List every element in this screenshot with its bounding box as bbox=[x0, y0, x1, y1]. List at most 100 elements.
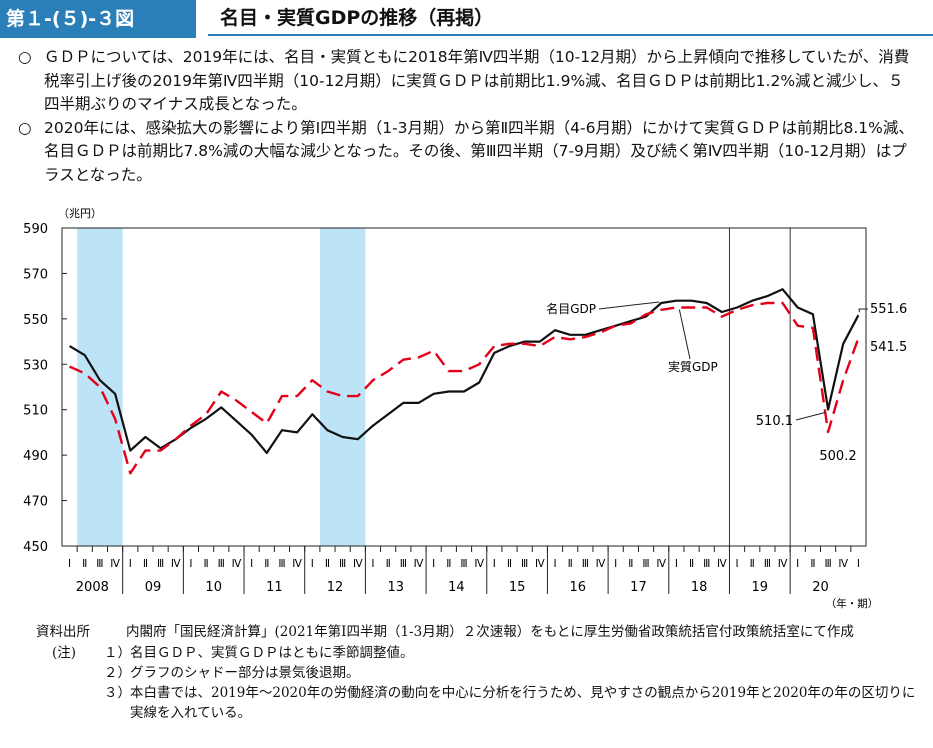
x-quarter-label: Ⅲ bbox=[96, 558, 103, 570]
x-quarter-label: Ⅳ bbox=[656, 558, 666, 570]
x-year-label: 19 bbox=[752, 580, 769, 595]
x-quarter-label: Ⅲ bbox=[703, 558, 710, 570]
note-text: グラフのシャドー部分は景気後退期。 bbox=[130, 665, 360, 681]
x-quarter-label: Ⅲ bbox=[824, 558, 831, 570]
x-year-label: 2008 bbox=[76, 580, 109, 595]
x-quarter-label: Ⅰ bbox=[553, 558, 556, 570]
series-label-real: 実質GDP bbox=[668, 359, 718, 374]
x-quarter-label: Ⅳ bbox=[838, 558, 848, 570]
value-label-real-end: 541.5 bbox=[870, 340, 907, 355]
x-quarter-label: Ⅳ bbox=[717, 558, 727, 570]
y-tick-label: 530 bbox=[23, 358, 48, 373]
x-quarter-label: Ⅳ bbox=[110, 558, 120, 570]
x-quarter-label: Ⅲ bbox=[218, 558, 225, 570]
x-quarter-label: Ⅰ bbox=[311, 558, 314, 570]
x-quarter-label: Ⅲ bbox=[642, 558, 649, 570]
x-quarter-label: Ⅱ bbox=[750, 558, 755, 570]
summary-bullets: ○ ＧＤＰについては、2019年には、名目・実質ともに2018年第Ⅳ四半期（10… bbox=[18, 46, 918, 187]
x-quarter-label: Ⅰ bbox=[68, 558, 71, 570]
x-year-label: 12 bbox=[327, 580, 344, 595]
notes-row: (注) １） 名目ＧＤＰ、実質ＧＤＰはともに季節調整値。 ２） グラフのシャドー… bbox=[36, 643, 926, 723]
series-label-leader bbox=[598, 301, 660, 310]
figure-title: 名目・実質GDPの推移（再掲） bbox=[208, 0, 933, 36]
note-item: ３） 本白書では、2019年～2020年の労働経済の動向を中心に分析を行うため、… bbox=[104, 683, 926, 723]
x-year-label: 16 bbox=[570, 580, 587, 595]
x-quarter-label: Ⅰ bbox=[736, 558, 739, 570]
note-number: １） bbox=[104, 645, 131, 661]
x-quarter-label: Ⅰ bbox=[432, 558, 435, 570]
x-quarter-label: Ⅰ bbox=[796, 558, 799, 570]
x-quarter-label: Ⅱ bbox=[386, 558, 391, 570]
x-quarter-label: Ⅲ bbox=[157, 558, 164, 570]
notes-label: (注) bbox=[52, 645, 77, 661]
x-quarter-label: Ⅳ bbox=[232, 558, 242, 570]
x-quarter-label: Ⅳ bbox=[596, 558, 606, 570]
x-year-label: 20 bbox=[812, 580, 829, 595]
bullet-text: ＧＤＰについては、2019年には、名目・実質ともに2018年第Ⅳ四半期（10-1… bbox=[44, 48, 910, 113]
series-label-nominal: 名目GDP bbox=[546, 301, 596, 316]
figure-header: 第１-(５)-３図 名目・実質GDPの推移（再掲） bbox=[0, 0, 933, 38]
x-quarter-label: Ⅱ bbox=[689, 558, 694, 570]
x-axis-unit-label: （年・期） bbox=[826, 597, 879, 610]
x-quarter-label: Ⅰ bbox=[675, 558, 678, 570]
x-quarter-label: Ⅲ bbox=[400, 558, 407, 570]
x-quarter-label: Ⅳ bbox=[535, 558, 545, 570]
note-text: 名目ＧＤＰ、実質ＧＤＰはともに季節調整値。 bbox=[130, 645, 414, 661]
note-number: ３） bbox=[104, 685, 131, 701]
series-label-leader bbox=[678, 309, 691, 360]
source-text: 内閣府「国民経済計算」(2021年第Ⅰ四半期（1-3月期）２次速報）をもとに厚生… bbox=[126, 624, 854, 640]
y-tick-label: 550 bbox=[23, 313, 48, 328]
source-row: 資料出所 内閣府「国民経済計算」(2021年第Ⅰ四半期（1-3月期）２次速報）を… bbox=[36, 622, 926, 642]
x-quarter-label: Ⅱ bbox=[568, 558, 573, 570]
y-tick-label: 510 bbox=[23, 404, 48, 419]
value-label-nominal-end: 551.6 bbox=[870, 302, 907, 317]
x-quarter-label: Ⅳ bbox=[474, 558, 484, 570]
value-label-leader bbox=[795, 412, 826, 421]
x-quarter-label: Ⅱ bbox=[507, 558, 512, 570]
x-quarter-label: Ⅱ bbox=[325, 558, 330, 570]
note-number: ２） bbox=[104, 665, 131, 681]
y-tick-label: 450 bbox=[23, 540, 48, 555]
x-year-label: 13 bbox=[387, 580, 404, 595]
x-year-label: 18 bbox=[691, 580, 708, 595]
x-year-label: 15 bbox=[509, 580, 526, 595]
x-quarter-label: Ⅰ bbox=[189, 558, 192, 570]
summary-bullet: ○ 2020年には、感染拡大の影響により第Ⅰ四半期（1-3月期）から第Ⅱ四半期（… bbox=[18, 117, 918, 188]
x-quarter-label: Ⅳ bbox=[292, 558, 302, 570]
x-quarter-label: Ⅰ bbox=[493, 558, 496, 570]
x-quarter-label: Ⅲ bbox=[339, 558, 346, 570]
x-year-label: 11 bbox=[266, 580, 283, 595]
y-axis-unit-label: （兆円） bbox=[58, 207, 102, 220]
summary-bullet: ○ ＧＤＰについては、2019年には、名目・実質ともに2018年第Ⅳ四半期（10… bbox=[18, 46, 918, 117]
y-tick-label: 490 bbox=[23, 449, 48, 464]
notes-list: １） 名目ＧＤＰ、実質ＧＤＰはともに季節調整値。 ２） グラフのシャドー部分は景… bbox=[104, 643, 926, 723]
x-quarter-label: Ⅱ bbox=[204, 558, 209, 570]
x-quarter-label: Ⅰ bbox=[250, 558, 253, 570]
source-label: 資料出所 bbox=[36, 624, 90, 640]
x-quarter-label: Ⅳ bbox=[171, 558, 181, 570]
y-tick-label: 470 bbox=[23, 495, 48, 510]
note-item: ２） グラフのシャドー部分は景気後退期。 bbox=[104, 663, 926, 683]
real-gdp-series-line bbox=[69, 301, 860, 475]
x-quarter-label: Ⅱ bbox=[82, 558, 87, 570]
bullet-circle-icon: ○ bbox=[18, 118, 32, 137]
x-year-label: 17 bbox=[630, 580, 647, 595]
plot-frame bbox=[61, 227, 867, 547]
bullet-text: 2020年には、感染拡大の影響により第Ⅰ四半期（1-3月期）から第Ⅱ四半期（4-… bbox=[44, 118, 914, 184]
x-quarter-label: Ⅲ bbox=[521, 558, 528, 570]
x-quarter-label: Ⅳ bbox=[414, 558, 424, 570]
value-label-leader bbox=[858, 308, 868, 313]
note-item: １） 名目ＧＤＰ、実質ＧＤＰはともに季節調整値。 bbox=[104, 643, 926, 663]
x-quarter-label: Ⅱ bbox=[143, 558, 148, 570]
note-text: 本白書では、2019年～2020年の労働経済の動向を中心に分析を行うため、見やす… bbox=[130, 685, 916, 721]
x-quarter-label: Ⅰ bbox=[857, 558, 860, 570]
y-tick-label: 570 bbox=[23, 267, 48, 282]
x-year-label: 09 bbox=[145, 580, 162, 595]
notes-section: 資料出所 内閣府「国民経済計算」(2021年第Ⅰ四半期（1-3月期）２次速報）を… bbox=[36, 622, 926, 723]
x-quarter-label: Ⅱ bbox=[810, 558, 815, 570]
x-quarter-label: Ⅲ bbox=[460, 558, 467, 570]
x-quarter-label: Ⅱ bbox=[264, 558, 269, 570]
x-quarter-label: Ⅳ bbox=[353, 558, 363, 570]
value-label-real-trough: 500.2 bbox=[819, 449, 856, 464]
